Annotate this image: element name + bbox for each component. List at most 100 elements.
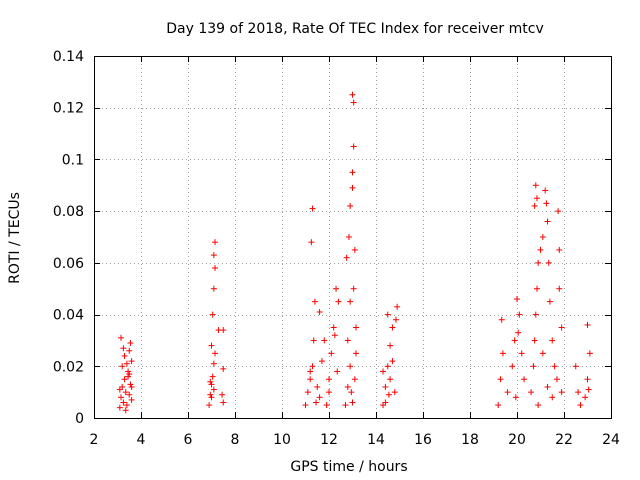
data-point [351,376,358,383]
data-point [532,311,539,318]
data-point [504,389,511,396]
data-point [349,184,356,191]
data-point [350,99,357,106]
x-tick-label: 16 [414,432,432,448]
data-point [326,376,332,383]
data-point [498,316,505,323]
data-point [220,327,227,334]
data-point [539,350,546,357]
x-tick-label: 20 [508,432,526,448]
data-point [307,376,314,383]
x-tick-label: 10 [273,432,291,448]
data-point [128,383,135,390]
data-point [210,285,217,292]
x-tick-label: 14 [367,432,385,448]
data-point [210,252,217,259]
data-point [546,298,553,305]
data-point [577,402,584,409]
data-point [120,345,127,352]
data-point [382,399,389,406]
data-point [549,394,556,401]
y-tick-label: 0.06 [53,256,84,272]
data-point [128,396,135,403]
data-point [558,324,565,331]
x-tick-label: 2 [90,432,99,448]
grid-lines [94,56,611,418]
data-point [122,407,129,414]
data-point [394,303,401,310]
data-point [126,391,133,398]
data-point [392,316,399,323]
data-point [350,285,357,292]
data-point [499,350,506,357]
data-point [575,389,582,396]
x-tick-label: 24 [602,432,620,448]
data-point [342,402,349,409]
data-point [389,324,396,331]
data-point [542,187,549,194]
data-point [118,334,125,341]
data-point [314,383,321,390]
data-point [349,91,356,98]
data-point [207,391,214,398]
data-point [120,399,127,406]
data-point [318,358,325,365]
data-point [210,386,217,393]
x-tick-label: 22 [555,432,573,448]
data-point [556,246,563,253]
data-point [316,308,323,315]
data-point [331,332,338,339]
data-point [582,394,589,401]
data-point [347,363,354,370]
data-point [544,383,551,390]
data-point [545,259,552,266]
data-point [307,368,314,375]
data-point [556,285,563,292]
data-point [208,381,215,388]
data-point [116,386,123,393]
data-point [495,402,502,409]
data-point [389,358,396,365]
data-point [535,402,542,409]
data-point [220,399,227,406]
data-point [212,265,219,272]
data-point [208,394,215,401]
x-tick-label: 4 [137,432,146,448]
y-tick-label: 0.14 [53,49,84,65]
data-point [207,378,214,385]
data-point [549,337,556,344]
data-point [348,389,355,396]
data-point [516,311,523,318]
data-point [535,259,542,266]
data-point [353,324,360,331]
data-point [521,376,528,383]
data-point [121,376,128,383]
data-point [343,254,350,261]
data-point [220,365,227,372]
data-point [532,182,539,189]
data-point [122,389,129,396]
data-point [584,321,591,328]
data-point [125,368,132,375]
data-point [537,246,544,253]
data-point [347,298,354,305]
data-point [533,285,540,292]
data-point [553,376,560,383]
data-point [333,285,340,292]
data-point [539,234,546,240]
data-point [558,389,565,396]
data-point [123,402,130,409]
data-point [584,376,591,383]
data-point [518,350,525,357]
data-point [334,368,341,375]
data-point [330,324,337,331]
data-point [212,239,219,246]
data-point [572,363,579,370]
data-point [384,311,391,318]
data-point [350,143,357,150]
data-point [326,389,332,396]
data-point [313,399,320,406]
data-point [551,363,558,370]
y-tick-label: 0.1 [62,152,84,168]
